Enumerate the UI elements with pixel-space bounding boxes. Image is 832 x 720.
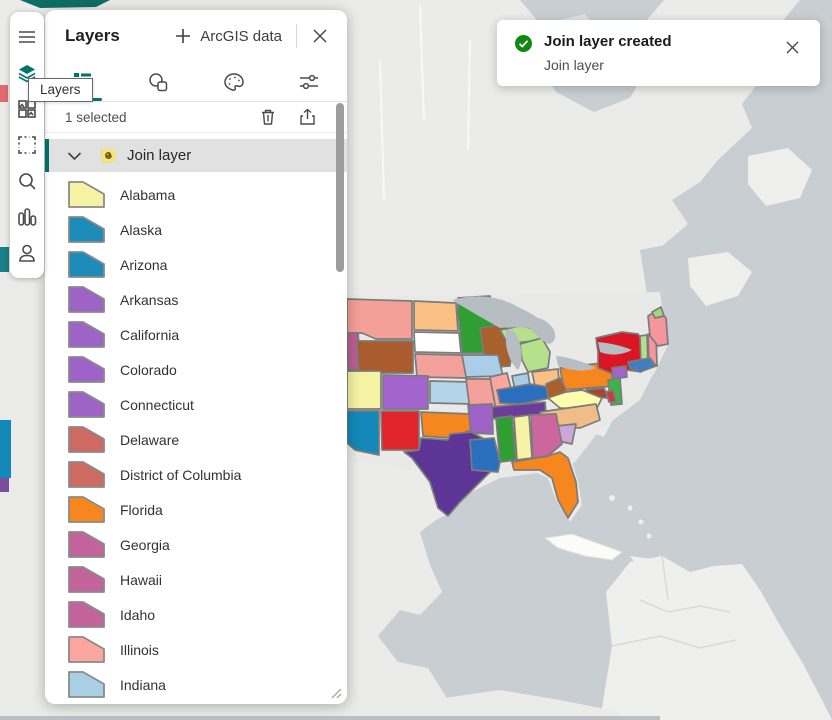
panel-scrollbar[interactable] xyxy=(336,103,344,272)
legend-swatch xyxy=(68,286,105,313)
tab-properties[interactable] xyxy=(272,62,348,101)
legend-swatch xyxy=(68,216,105,243)
tab-style[interactable] xyxy=(196,62,272,101)
panel-header: Layers ArcGIS data xyxy=(45,10,347,62)
legend-label: Connecticut xyxy=(120,396,194,413)
legend-swatch xyxy=(68,671,105,698)
legend-label: District of Columbia xyxy=(120,466,242,483)
panel-close-button[interactable] xyxy=(305,21,335,51)
toast-body: Join layer created Join layer xyxy=(532,33,778,73)
selection-count: 1 selected xyxy=(65,109,127,125)
legend-label: Arizona xyxy=(120,256,168,273)
toast-title: Join layer created xyxy=(544,33,672,50)
legend-item-indiana[interactable]: Indiana xyxy=(45,667,347,702)
close-icon xyxy=(313,29,327,43)
app-toolbar xyxy=(10,12,44,278)
basemap-icon xyxy=(18,100,36,118)
palette-icon xyxy=(223,72,244,91)
menu-button[interactable] xyxy=(10,19,44,55)
select-extent-icon xyxy=(18,136,36,154)
legend-label: Alabama xyxy=(120,186,176,203)
legend-label: Florida xyxy=(120,501,163,518)
legend-item-georgia[interactable]: Georgia xyxy=(45,527,347,562)
legend-swatch xyxy=(68,181,105,208)
legend-item-delaware[interactable]: Delaware xyxy=(45,422,347,457)
add-arcgis-data-label: ArcGIS data xyxy=(200,27,282,45)
panel-title: Layers xyxy=(65,26,120,45)
legend-item-arkansas[interactable]: Arkansas xyxy=(45,282,347,317)
menu-icon xyxy=(19,31,35,43)
legend-swatch xyxy=(68,356,105,383)
layers-panel: Layers ArcGIS data xyxy=(45,10,347,704)
legend-label: Hawaii xyxy=(120,571,163,588)
export-icon xyxy=(299,108,315,125)
group-row-join-layer[interactable]: Join layer xyxy=(45,139,347,172)
legend-item-arizona[interactable]: Arizona xyxy=(45,247,347,282)
success-check-icon xyxy=(515,35,532,57)
account-button[interactable] xyxy=(10,235,44,271)
legend-item-alaska[interactable]: Alaska xyxy=(45,212,347,247)
legend-label: Indiana xyxy=(120,676,166,693)
selection-bar: 1 selected xyxy=(45,102,347,133)
tab-geometry[interactable] xyxy=(121,62,197,101)
legend-label: Arkansas xyxy=(120,291,179,308)
shapes-icon xyxy=(149,72,168,91)
header-divider xyxy=(296,24,297,48)
legend-item-california[interactable]: California xyxy=(45,317,347,352)
legend-label: California xyxy=(120,326,180,343)
group-label: Join layer xyxy=(127,147,192,164)
legend-swatch xyxy=(68,531,105,558)
close-icon xyxy=(786,41,798,53)
delete-button[interactable] xyxy=(255,105,281,129)
legend-swatch xyxy=(68,601,105,628)
toast-close-button[interactable] xyxy=(778,33,806,61)
search-icon xyxy=(19,173,36,190)
legend-swatch xyxy=(68,391,105,418)
layers-tooltip: Layers xyxy=(28,78,93,102)
legend-label: Colorado xyxy=(120,361,177,378)
legend-item-alabama[interactable]: Alabama xyxy=(45,177,347,212)
legend-item-district-of-columbia[interactable]: District of Columbia xyxy=(45,457,347,492)
toast-notification: Join layer created Join layer xyxy=(497,20,820,86)
legend-label: Delaware xyxy=(120,431,180,448)
toast-subtitle: Join layer xyxy=(544,57,604,73)
basemap-button[interactable] xyxy=(10,91,44,127)
legend-swatch xyxy=(68,321,105,348)
legend-item-hawaii[interactable]: Hawaii xyxy=(45,562,347,597)
chevron-down-icon[interactable] xyxy=(61,151,87,161)
search-button[interactable] xyxy=(10,163,44,199)
add-arcgis-data-button[interactable]: ArcGIS data xyxy=(169,24,288,49)
panel-resize-handle[interactable] xyxy=(328,685,342,699)
legend-list: Alabama Alaska Arizona Arkansas Californ… xyxy=(45,172,347,704)
charts-button[interactable] xyxy=(10,199,44,235)
legend-item-idaho[interactable]: Idaho xyxy=(45,597,347,632)
legend-label: Alaska xyxy=(120,221,163,238)
join-layer-icon xyxy=(99,146,118,165)
legend-swatch xyxy=(68,426,105,453)
plus-icon xyxy=(176,29,191,43)
sliders-icon xyxy=(300,74,319,89)
export-button[interactable] xyxy=(294,105,320,129)
legend-label: Idaho xyxy=(120,606,156,623)
select-extent-button[interactable] xyxy=(10,127,44,163)
legend-label: Georgia xyxy=(120,536,170,553)
legend-swatch xyxy=(68,566,105,593)
legend-item-connecticut[interactable]: Connecticut xyxy=(45,387,347,422)
trash-icon xyxy=(262,109,274,125)
legend-item-illinois[interactable]: Illinois xyxy=(45,632,347,667)
legend-item-florida[interactable]: Florida xyxy=(45,492,347,527)
legend-item-colorado[interactable]: Colorado xyxy=(45,352,347,387)
legend-label: Illinois xyxy=(120,641,159,658)
charts-icon xyxy=(18,208,37,226)
account-icon xyxy=(19,244,35,262)
legend-swatch xyxy=(68,461,105,488)
legend-swatch xyxy=(68,496,105,523)
legend-swatch xyxy=(68,636,105,663)
legend-swatch xyxy=(68,251,105,278)
